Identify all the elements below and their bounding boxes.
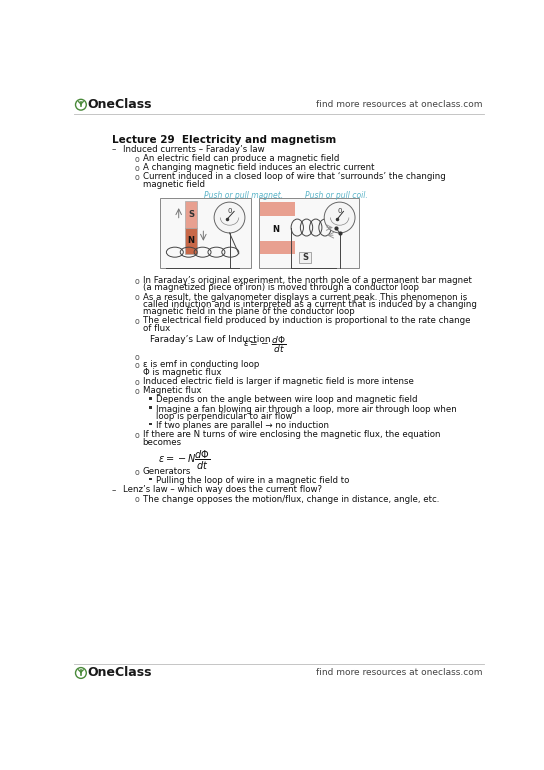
Text: Push or pull coil.: Push or pull coil.	[305, 190, 368, 199]
Bar	[150, 423, 152, 425]
Text: o: o	[135, 387, 140, 396]
Text: Φ is magnetic flux: Φ is magnetic flux	[143, 367, 221, 377]
Text: 0: 0	[337, 209, 342, 214]
Text: Induced electric field is larger if magnetic field is more intense: Induced electric field is larger if magn…	[143, 377, 413, 386]
Text: o: o	[135, 353, 140, 362]
Text: (a magnetized piece of iron) is moved through a conductor loop: (a magnetized piece of iron) is moved th…	[143, 283, 418, 293]
Bar	[150, 406, 152, 409]
Text: Generators: Generators	[143, 467, 191, 476]
Text: An electric field can produce a magnetic field: An electric field can produce a magnetic…	[143, 154, 339, 163]
Text: Pulling the loop of wire in a magnetic field to: Pulling the loop of wire in a magnetic f…	[156, 476, 349, 485]
Text: OneClass: OneClass	[88, 667, 152, 679]
Bar	[150, 477, 152, 480]
Text: If there are N turns of wire enclosing the magnetic flux, the equation: If there are N turns of wire enclosing t…	[143, 430, 440, 440]
Text: A changing magnetic field induces an electric current: A changing magnetic field induces an ele…	[143, 163, 374, 172]
Text: magnetic field in the plane of the conductor loop: magnetic field in the plane of the condu…	[143, 307, 354, 316]
Circle shape	[76, 99, 86, 110]
Text: S: S	[188, 210, 194, 219]
Text: o: o	[135, 361, 140, 370]
Text: loop is perpendicular to air flow: loop is perpendicular to air flow	[156, 412, 292, 421]
Text: becomes: becomes	[143, 437, 182, 447]
Text: Faraday’s Law of Induction: Faraday’s Law of Induction	[150, 335, 271, 344]
Text: magnetic field: magnetic field	[143, 179, 205, 189]
Text: o: o	[135, 431, 140, 440]
Text: o: o	[135, 293, 140, 303]
Text: o: o	[135, 276, 140, 286]
Text: of flux: of flux	[143, 323, 170, 333]
Text: In Faraday’s original experiment, the north pole of a permanent bar magnet: In Faraday’s original experiment, the no…	[143, 276, 472, 285]
Bar	[299, 252, 311, 263]
Text: o: o	[135, 496, 140, 504]
Text: N: N	[188, 236, 195, 245]
Text: o: o	[135, 155, 140, 164]
Text: Lecture 29  Electricity and magnetism: Lecture 29 Electricity and magnetism	[112, 135, 336, 145]
Circle shape	[76, 668, 86, 678]
Bar	[261, 202, 295, 216]
Bar	[185, 227, 197, 253]
Text: S: S	[302, 253, 308, 262]
Text: N: N	[272, 226, 279, 234]
Text: called induction and is interpreted as a current that is induced by a changing: called induction and is interpreted as a…	[143, 300, 477, 309]
Text: The change opposes the motion/flux, change in distance, angle, etc.: The change opposes the motion/flux, chan…	[143, 494, 439, 504]
Text: The electrical field produced by induction is proportional to the rate change: The electrical field produced by inducti…	[143, 316, 470, 326]
Text: Push or pull magnet.: Push or pull magnet.	[204, 190, 283, 199]
Text: find more resources at oneclass.com: find more resources at oneclass.com	[316, 100, 482, 109]
Text: o: o	[135, 467, 140, 477]
Text: o: o	[135, 317, 140, 326]
Text: find more resources at oneclass.com: find more resources at oneclass.com	[316, 668, 482, 678]
Text: OneClass: OneClass	[88, 99, 152, 111]
Text: Current induced in a closed loop of wire that ‘surrounds’ the changing: Current induced in a closed loop of wire…	[143, 172, 445, 182]
Text: ε is emf in conducting loop: ε is emf in conducting loop	[143, 360, 259, 370]
Circle shape	[324, 202, 355, 233]
Bar	[261, 240, 295, 254]
Bar	[160, 198, 251, 267]
Text: $\varepsilon = -\,\dfrac{d\Phi}{dt}$: $\varepsilon = -\,\dfrac{d\Phi}{dt}$	[243, 333, 286, 355]
Text: Induced currents – Faraday’s law: Induced currents – Faraday’s law	[123, 145, 265, 154]
Bar	[259, 198, 359, 267]
Text: 0: 0	[227, 209, 232, 214]
Text: o: o	[135, 377, 140, 387]
Bar	[185, 201, 197, 227]
Text: Magnetic flux: Magnetic flux	[143, 386, 201, 395]
Text: –: –	[112, 146, 116, 155]
Text: $\varepsilon = -N\dfrac{d\Phi}{dt}$: $\varepsilon = -N\dfrac{d\Phi}{dt}$	[158, 448, 211, 471]
Text: If two planes are parallel → no induction: If two planes are parallel → no inductio…	[156, 421, 329, 430]
Bar	[150, 397, 152, 400]
Text: o: o	[135, 164, 140, 173]
Circle shape	[214, 202, 245, 233]
Text: Lenz’s law – which way does the current flow?: Lenz’s law – which way does the current …	[123, 485, 322, 494]
Text: As a result, the galvanometer displays a current peak. This phenomenon is: As a result, the galvanometer displays a…	[143, 293, 467, 302]
Text: Imagine a fan blowing air through a loop, more air through loop when: Imagine a fan blowing air through a loop…	[156, 404, 456, 413]
Text: o: o	[135, 173, 140, 182]
Text: Depends on the angle between wire loop and magnetic field: Depends on the angle between wire loop a…	[156, 395, 417, 404]
Text: –: –	[112, 487, 116, 495]
